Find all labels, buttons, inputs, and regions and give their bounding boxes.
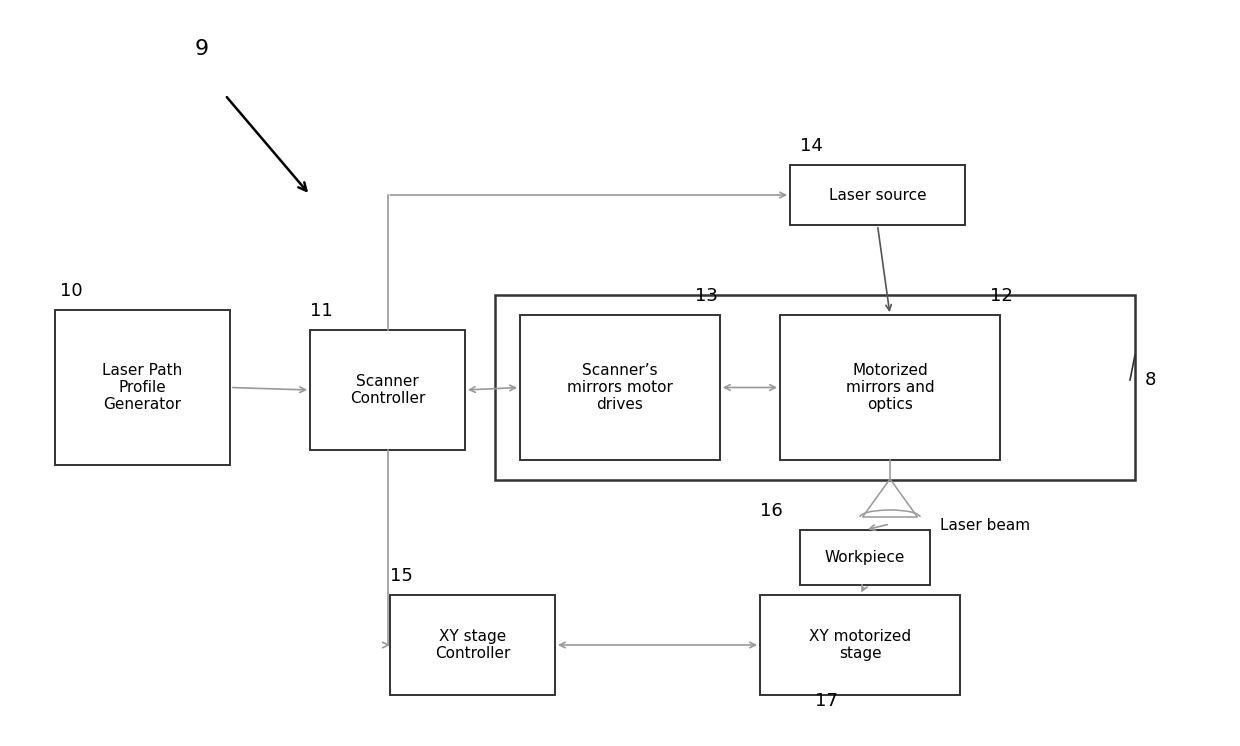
Text: 10: 10: [60, 282, 83, 300]
Text: Laser beam: Laser beam: [940, 518, 1030, 533]
Text: 9: 9: [195, 39, 210, 59]
Bar: [800, 530, 930, 585]
Text: Scanner’s
mirrors motor
drives: Scanner’s mirrors motor drives: [567, 363, 673, 413]
Bar: [310, 330, 465, 450]
Text: 16: 16: [760, 502, 782, 520]
Bar: [520, 315, 720, 460]
Bar: [55, 310, 229, 465]
Bar: [790, 165, 965, 225]
Text: Workpiece: Workpiece: [825, 550, 905, 565]
Bar: [760, 595, 960, 695]
Bar: [780, 315, 999, 460]
Text: XY stage
Controller: XY stage Controller: [435, 629, 510, 661]
Text: Laser Path
Profile
Generator: Laser Path Profile Generator: [103, 363, 182, 413]
Text: 13: 13: [694, 287, 718, 305]
Text: 8: 8: [1145, 371, 1157, 389]
Text: 12: 12: [990, 287, 1013, 305]
Text: Motorized
mirrors and
optics: Motorized mirrors and optics: [846, 363, 934, 413]
Text: XY motorized
stage: XY motorized stage: [808, 629, 911, 661]
Text: 14: 14: [800, 137, 823, 155]
Text: 15: 15: [391, 567, 413, 585]
Bar: [391, 595, 556, 695]
Text: Laser source: Laser source: [828, 187, 926, 202]
Text: 17: 17: [815, 692, 838, 710]
Bar: [495, 295, 1135, 480]
Text: Scanner
Controller: Scanner Controller: [350, 374, 425, 407]
Text: 11: 11: [310, 302, 332, 320]
